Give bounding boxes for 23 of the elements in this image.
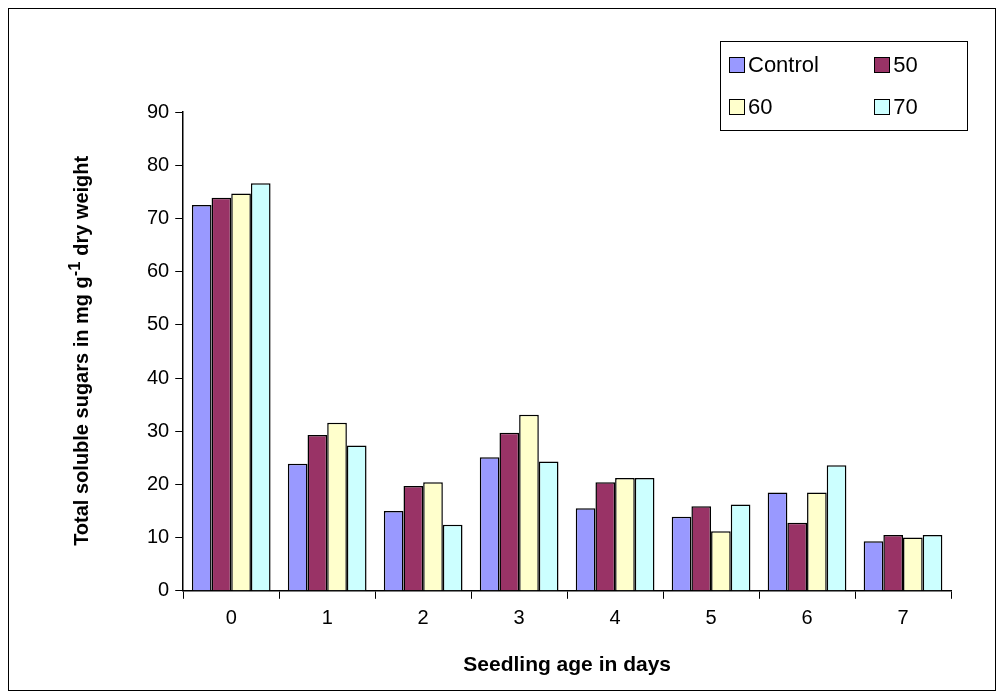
x-tick-label: 6 (801, 606, 813, 629)
legend-label: 60 (748, 94, 773, 120)
x-tick-label: 1 (321, 606, 333, 629)
y-tick-label: 70 (147, 205, 170, 228)
y-tick-label: 50 (147, 312, 170, 335)
legend-label: 50 (893, 52, 918, 78)
y-tick-label: 10 (147, 525, 170, 548)
x-tick-label: 7 (897, 606, 909, 629)
y-tick-label: 60 (147, 259, 170, 282)
x-axis-title: Seedling age in days (463, 652, 671, 676)
x-tick-label: 5 (705, 606, 717, 629)
y-tick-label: 0 (158, 578, 170, 601)
legend-label: Control (748, 52, 819, 78)
y-tick-label: 20 (147, 471, 170, 494)
x-tick-label: 4 (609, 606, 621, 629)
y-tick-label: 80 (147, 152, 170, 175)
x-tick-label: 2 (417, 606, 429, 629)
y-tick-label: 30 (147, 418, 170, 441)
x-tick-label: 0 (225, 606, 237, 629)
y-tick-label: 90 (147, 99, 170, 122)
x-tick-label: 3 (513, 606, 525, 629)
y-tick-label: 40 (147, 365, 170, 388)
legend-label: 70 (893, 94, 918, 120)
